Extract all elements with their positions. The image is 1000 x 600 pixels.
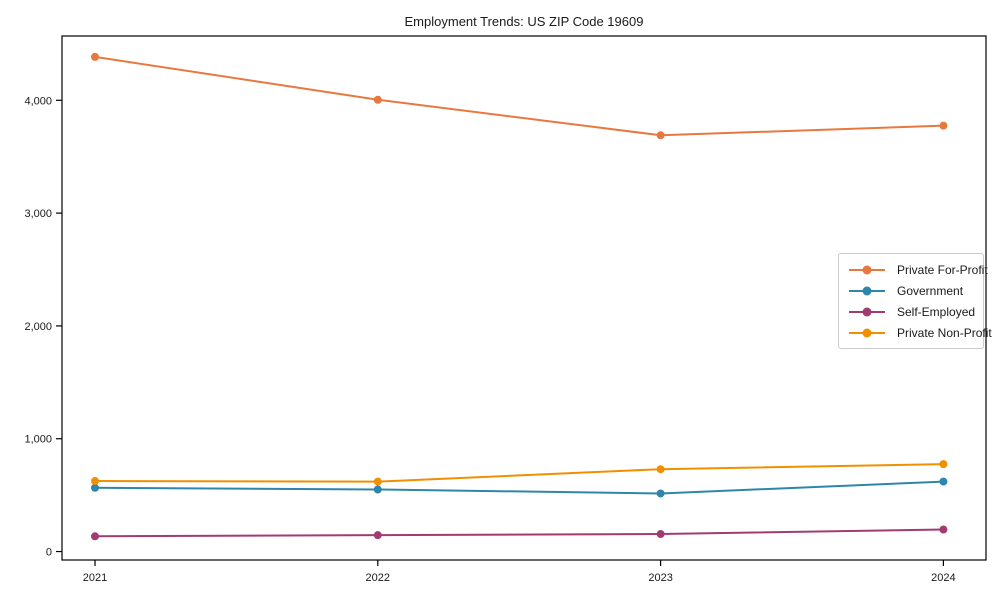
y-tick-label: 1,000 bbox=[24, 434, 52, 446]
legend-marker-icon bbox=[849, 328, 885, 337]
legend-item: Private Non-Profit bbox=[847, 322, 992, 343]
legend: Private For-Profit Government Self-Employe… bbox=[838, 253, 992, 349]
legend-label: Self-Employed bbox=[897, 304, 976, 319]
legend-dot bbox=[862, 265, 872, 274]
legend-marker-icon bbox=[849, 286, 885, 295]
data-point bbox=[91, 477, 99, 486]
legend-label: Private For-Profit bbox=[897, 262, 988, 277]
plot-frame bbox=[61, 35, 987, 561]
data-point bbox=[939, 525, 948, 534]
legend-marker-icon bbox=[849, 307, 885, 316]
data-point bbox=[939, 460, 948, 469]
data-point bbox=[91, 52, 99, 61]
data-point bbox=[373, 95, 382, 104]
y-tick-label: 2,000 bbox=[24, 321, 52, 333]
series-line-private-for-profit bbox=[94, 55, 944, 137]
data-point bbox=[91, 532, 99, 541]
legend-label: Government bbox=[897, 283, 964, 298]
data-point bbox=[656, 465, 665, 474]
y-tick-label: 4,000 bbox=[24, 95, 52, 107]
x-tick-label: 2021 bbox=[83, 572, 107, 584]
legend-dot bbox=[862, 286, 872, 295]
x-tick-label: 2024 bbox=[931, 572, 955, 584]
data-point bbox=[91, 483, 99, 492]
data-point bbox=[656, 489, 665, 498]
legend-item: Government bbox=[847, 280, 975, 301]
data-point bbox=[656, 131, 665, 140]
y-tick-label: 0 bbox=[46, 547, 52, 559]
data-point bbox=[656, 530, 665, 539]
series-line-government bbox=[94, 480, 944, 495]
series-line-private-non-profit bbox=[94, 463, 944, 483]
legend-item: Self-Employed bbox=[847, 301, 975, 322]
legend-item: Private For-Profit bbox=[847, 259, 988, 280]
y-tick-label: 3,000 bbox=[24, 208, 52, 220]
data-point bbox=[939, 477, 948, 486]
legend-dot bbox=[862, 328, 872, 337]
legend-label: Private Non-Profit bbox=[897, 325, 992, 340]
data-point bbox=[373, 485, 382, 494]
legend-marker-icon bbox=[849, 265, 885, 274]
data-point bbox=[939, 121, 948, 130]
legend-dot bbox=[862, 307, 872, 316]
series-line-self-employed bbox=[94, 528, 944, 538]
chart-title: Employment Trends: US ZIP Code 19609 bbox=[405, 14, 644, 29]
x-tick-label: 2023 bbox=[648, 572, 672, 584]
x-tick-label: 2022 bbox=[366, 572, 390, 584]
data-point bbox=[373, 531, 382, 540]
data-point bbox=[373, 477, 382, 486]
